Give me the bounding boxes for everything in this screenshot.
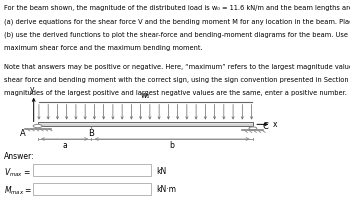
Text: b: b xyxy=(170,141,175,150)
Text: kN·m: kN·m xyxy=(156,185,176,194)
Text: A: A xyxy=(20,129,26,138)
Text: (a) derive equations for the shear force V and the bending moment M for any loca: (a) derive equations for the shear force… xyxy=(4,18,350,25)
Bar xyxy=(38,122,253,126)
Text: Note that answers may be positive or negative. Here, “maximum” refers to the lar: Note that answers may be positive or neg… xyxy=(4,64,350,70)
FancyBboxPatch shape xyxy=(33,164,151,176)
Text: kN: kN xyxy=(156,166,166,176)
Bar xyxy=(38,122,253,126)
Bar xyxy=(38,122,253,127)
FancyBboxPatch shape xyxy=(33,183,151,195)
Text: magnitudes of the largest positive and largest negative values are the same, ent: magnitudes of the largest positive and l… xyxy=(4,90,346,96)
Circle shape xyxy=(249,127,257,130)
Text: $M_{max}$ =: $M_{max}$ = xyxy=(4,185,32,197)
Bar xyxy=(38,122,253,124)
Text: (b) use the derived functions to plot the shear-force and bending-moment diagram: (b) use the derived functions to plot th… xyxy=(4,32,350,38)
Text: maximum shear force and the maximum bending moment.: maximum shear force and the maximum bend… xyxy=(4,45,202,51)
Text: a: a xyxy=(62,141,67,150)
Text: x: x xyxy=(273,120,277,129)
Text: Answer:: Answer: xyxy=(4,152,34,161)
Text: shear force and bending moment with the correct sign, using the sign convention : shear force and bending moment with the … xyxy=(4,77,350,83)
Text: w₀: w₀ xyxy=(141,91,150,100)
Text: C: C xyxy=(263,122,269,131)
Circle shape xyxy=(33,124,42,128)
Text: B: B xyxy=(89,129,94,138)
Text: For the beam shown, the magnitude of the distributed load is w₀ = 11.6 kN/m and : For the beam shown, the magnitude of the… xyxy=(4,5,350,11)
Text: y: y xyxy=(30,85,35,94)
Text: $V_{max}$ =: $V_{max}$ = xyxy=(4,166,30,179)
